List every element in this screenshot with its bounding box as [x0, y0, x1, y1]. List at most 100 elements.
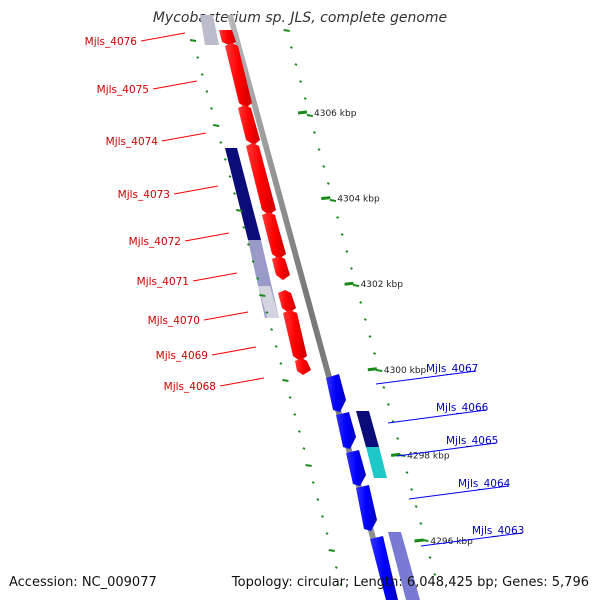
gene-arrow-Mjls_4070[interactable] [278, 290, 296, 313]
map-title: Mycobacterium sp. JLS, complete genome [152, 10, 448, 26]
scale-tick [321, 196, 331, 201]
tick-mark [256, 277, 260, 280]
tick-mark [189, 39, 197, 42]
gene-label-Mjls_4072[interactable]: Mjls_4072 [129, 236, 181, 248]
tick-mark [433, 573, 437, 576]
tick-mark [376, 369, 383, 372]
tick-mark [328, 549, 335, 552]
tick-mark [205, 90, 209, 93]
tick-mark [422, 539, 429, 542]
gene-leader-line [387, 409, 487, 424]
tick-mark [339, 583, 343, 586]
tick-mark [414, 505, 418, 508]
gene-leader-line [152, 80, 198, 90]
gene-leader-line [140, 32, 186, 42]
tick-mark [316, 498, 320, 501]
tick-mark [247, 243, 250, 246]
gene-leader-line [192, 272, 238, 282]
tick-mark [396, 437, 400, 440]
tick-mark [265, 311, 269, 314]
gene-arrow-Mjls_4065[interactable] [346, 450, 366, 486]
gene-label-Mjls_4068[interactable]: Mjls_4068 [164, 381, 216, 393]
tick-mark [305, 464, 312, 467]
gene-arrow-Mjls_4072[interactable] [262, 212, 286, 259]
tick-mark [228, 175, 232, 178]
gene-leader-line [184, 232, 230, 242]
gene-leader-line [211, 346, 257, 356]
tick-mark [299, 80, 303, 83]
tick-mark [212, 124, 220, 127]
tick-mark [274, 345, 278, 348]
scale-tick-label: 4302 kbp [361, 280, 404, 290]
tick-mark [340, 233, 344, 236]
gene-leader-line [408, 485, 509, 500]
tick-mark [210, 107, 213, 110]
tick-mark [352, 284, 360, 287]
scale-tick [414, 538, 424, 543]
tick-mark [282, 379, 289, 382]
gene-label-Mjls_4063[interactable]: Mjls_4063 [472, 525, 524, 537]
gene-arrow-Mjls_4074[interactable] [238, 105, 260, 145]
analysis-segment-periwinkle [388, 532, 420, 600]
gene-label-Mjls_4073[interactable]: Mjls_4073 [118, 189, 170, 201]
tick-mark [251, 260, 255, 263]
gene-label-Mjls_4065[interactable]: Mjls_4065 [446, 435, 498, 447]
tick-mark [233, 192, 237, 195]
scale-tick [390, 452, 401, 457]
tick-mark [321, 515, 324, 518]
gene-label-Mjls_4064[interactable]: Mjls_4064 [458, 478, 511, 490]
scale-tick [297, 110, 308, 115]
gene-arrow-Mjls_4068[interactable] [295, 358, 311, 375]
accession-text: Accession: NC_009077 [9, 575, 157, 590]
scale-tick-label: 4304 kbp [337, 195, 380, 205]
gene-arrow-Mjls_4064[interactable] [356, 485, 377, 531]
gene-arrow-Mjls_4069[interactable] [283, 310, 307, 361]
tick-mark [345, 250, 349, 253]
gene-label-Mjls_4070[interactable]: Mjls_4070 [148, 315, 200, 327]
analysis-segment-navy [225, 148, 261, 240]
gene-arrow-Mjls_4067[interactable] [326, 374, 346, 412]
analysis-segment-gray [200, 15, 219, 45]
tick-mark [334, 566, 338, 569]
scale-tick [367, 367, 378, 372]
gene-label-Mjls_4076[interactable]: Mjls_4076 [85, 36, 138, 48]
gene-arrow-Mjls_4071[interactable] [272, 256, 290, 280]
gene-leader-line [420, 532, 523, 547]
tick-mark [294, 63, 298, 66]
tick-mark [289, 46, 293, 49]
scale-tick-label: 4298 kbp [407, 451, 450, 461]
gene-label-Mjls_4066[interactable]: Mjls_4066 [436, 402, 489, 414]
tick-mark [336, 216, 340, 219]
tick-mark [283, 29, 290, 32]
tick-mark [297, 430, 301, 433]
gene-arrow-Mjls_4076[interactable] [219, 30, 236, 45]
tick-mark [325, 532, 329, 535]
gene-label-Mjls_4067[interactable]: Mjls_4067 [426, 363, 478, 375]
gene-arrow-Mjls_4066[interactable] [336, 412, 356, 449]
tick-mark [302, 447, 306, 450]
tick-mark [200, 73, 204, 76]
tick-mark [368, 335, 372, 338]
gene-arrow-Mjls_4073[interactable] [246, 143, 276, 215]
tick-mark [303, 97, 307, 100]
tick-mark [288, 396, 292, 399]
tick-mark [322, 165, 326, 168]
gene-label-Mjls_4069[interactable]: Mjls_4069 [156, 350, 208, 362]
analysis-segment-darkblue [356, 411, 379, 447]
gene-label-Mjls_4075[interactable]: Mjls_4075 [97, 84, 149, 96]
gene-label-Mjls_4071[interactable]: Mjls_4071 [137, 276, 189, 288]
gene-arrow-Mjls_4075[interactable] [225, 43, 252, 108]
tick-mark [306, 114, 314, 117]
tick-mark [311, 481, 315, 484]
scale-tick-label: 4306 kbp [314, 109, 357, 119]
inner-tick-track [189, 39, 343, 586]
tick-mark [236, 209, 243, 212]
tick-mark [223, 158, 227, 161]
tick-mark [428, 556, 432, 559]
gene-arrow-Mjls_4063[interactable] [370, 536, 398, 600]
gene-label-Mjls_4074[interactable]: Mjls_4074 [106, 136, 159, 148]
scale-tick [344, 281, 354, 286]
gene-leader-line [396, 442, 497, 457]
reverse-gene-labels: Mjls_4076 Mjls_4075 Mjls_4074 Mjls_4073 Mjls… [85, 32, 265, 393]
